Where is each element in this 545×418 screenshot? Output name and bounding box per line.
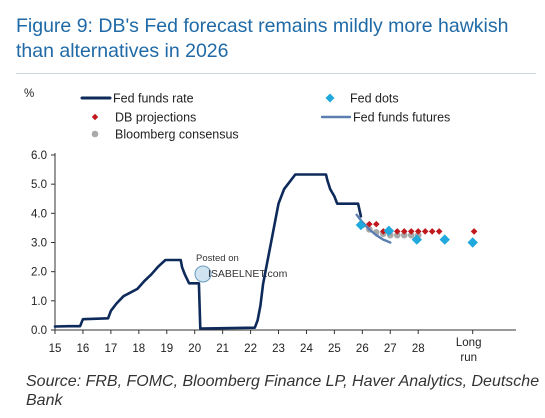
legend-bloomberg-consensus-label: Bloomberg consensus: [115, 128, 239, 142]
db-projection-point: [366, 220, 373, 228]
x-tick-label: 20: [188, 343, 201, 355]
x-tick-label: 24: [300, 343, 313, 355]
y-tick-label: 0.0: [31, 325, 47, 337]
x-tick-label: 21: [216, 343, 229, 355]
db-projection-point: [400, 228, 408, 235]
legend-bloomberg-consensus-swatch: [91, 130, 99, 138]
bloomberg-consensus-point: [407, 231, 415, 239]
fed-dot-point: [411, 234, 423, 245]
watermark: Posted on ISABELNET.com: [194, 253, 288, 283]
fed-dot-point: [439, 234, 450, 245]
x-tick-label: 22: [244, 343, 257, 355]
legend-db-projections-label: DB projections: [115, 111, 196, 125]
chart-title: Figure 9: DB's Fed forecast remains mild…: [16, 15, 509, 62]
chart-series: [53, 173, 478, 330]
watermark-logo-icon: [194, 265, 212, 283]
x-tick-label: 19: [160, 343, 173, 355]
legend-db-projections: DB projections: [91, 111, 196, 125]
legend-fed-funds-futures-label: Fed funds futures: [353, 111, 450, 125]
title-divider: [16, 73, 536, 74]
x-tick-label: 17: [104, 343, 117, 355]
x-tick-label: 18: [132, 343, 145, 355]
source-note: Source: FRB, FOMC, Bloomberg Finance LP,…: [26, 373, 540, 409]
fed-dot-point: [355, 219, 367, 231]
fed-funds-rate-line: [53, 173, 363, 330]
y-tick-label: 6.0: [31, 150, 47, 162]
db-projection-point: [414, 228, 422, 235]
db-projection-point: [373, 220, 380, 228]
db-projection-point: [379, 228, 387, 235]
legend-db-projections-swatch: [91, 113, 99, 121]
legend-fed-dots-label: Fed dots: [350, 92, 399, 106]
db-projection-point: [393, 228, 401, 235]
watermark-line2: ISABELNET.com: [208, 268, 288, 280]
fed-dot-point: [383, 225, 395, 237]
db-projection-point: [428, 228, 436, 235]
db-projection-point: [470, 228, 478, 235]
chart: % 0.0 1.0 2.0 3.0 4.0 5.0 6.0 15 16 17 18 19 20 21 22 23…: [24, 88, 516, 364]
chart-legend: Fed funds rate Fed dots DB projections Fed …: [80, 92, 450, 142]
legend-fed-funds-futures: Fed funds futures: [320, 111, 450, 125]
legend-fed-funds-rate: Fed funds rate: [80, 92, 194, 106]
legend-fed-dots-swatch: [325, 93, 335, 103]
y-tick-label: 2.0: [31, 267, 47, 279]
watermark-line1: Posted on: [196, 253, 239, 264]
y-tick-label: 4.0: [31, 208, 47, 220]
legend-fed-funds-rate-label: Fed funds rate: [113, 92, 194, 106]
x-tick-label-long-run: Long: [456, 337, 482, 349]
db-projection-point: [407, 228, 415, 235]
legend-fed-dots: Fed dots: [325, 92, 399, 106]
y-tick-label: 3.0: [31, 238, 47, 250]
x-tick-label-long-run: run: [460, 352, 477, 364]
y-tick-label: 1.0: [31, 296, 47, 308]
y-axis-label: %: [24, 88, 34, 100]
db-projection-point: [435, 228, 443, 235]
x-tick-label: 26: [356, 343, 369, 355]
x-tick-label: 28: [412, 343, 425, 355]
db-projection-point: [421, 228, 429, 235]
x-tick-label: 23: [272, 343, 285, 355]
bloomberg-consensus-point: [400, 231, 408, 239]
x-tick-label: 25: [328, 343, 341, 355]
legend-bloomberg-consensus: Bloomberg consensus: [91, 128, 239, 142]
y-tick-label: 5.0: [31, 179, 47, 191]
fed-dot-point: [467, 237, 478, 248]
x-tick-label: 27: [384, 343, 397, 355]
x-tick-label: 15: [49, 343, 62, 355]
chart-axes: % 0.0 1.0 2.0 3.0 4.0 5.0 6.0 15 16 17 18 19 20 21 22 23…: [24, 88, 516, 364]
x-tick-label: 16: [77, 343, 90, 355]
bloomberg-consensus-point: [393, 231, 401, 239]
